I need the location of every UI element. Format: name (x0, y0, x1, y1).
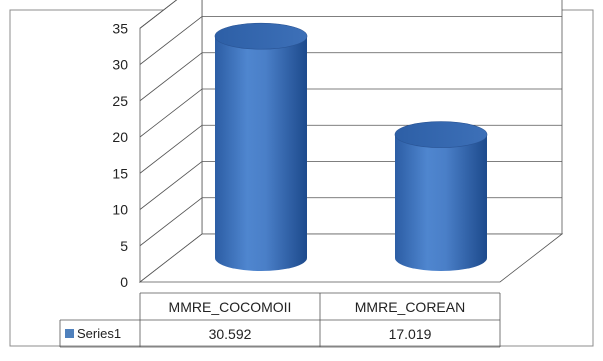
gridline (139, 88, 562, 138)
bars (214, 22, 488, 271)
bar-mmre-corean (394, 121, 488, 271)
bar-top (394, 121, 488, 148)
gridline (139, 52, 562, 102)
legend-key (65, 329, 74, 338)
y-tick-label: 10 (112, 202, 128, 218)
y-tick-label: 15 (112, 165, 128, 181)
data-label: 17.019 (389, 326, 432, 342)
floor (138, 233, 564, 283)
bar-body (395, 134, 487, 271)
chart-walls (138, 0, 564, 283)
data-label: 30.592 (209, 326, 252, 342)
gridline (139, 16, 562, 65)
gridline (139, 0, 178, 29)
side-wall (139, 0, 203, 283)
series-name: Series1 (77, 326, 121, 341)
y-tick-label: 25 (112, 93, 128, 109)
y-tick-label: 35 (112, 20, 128, 36)
y-tick-label: 5 (120, 238, 128, 254)
category-label: MMRE_COCOMOII (169, 299, 292, 315)
bar-mmre-cocomoii (214, 22, 308, 271)
y-tick-label: 0 (120, 274, 128, 290)
y-tick-label: 20 (112, 129, 128, 145)
bar-body (215, 36, 307, 271)
y-tick-label: 30 (112, 57, 128, 73)
category-label: MMRE_COREAN (355, 299, 465, 315)
bar-top (214, 22, 308, 50)
y-axis-tick-labels: 0 5 10 15 20 25 30 35 (112, 20, 128, 290)
data-table: MMRE_COCOMOII MMRE_COREAN Series1 30.592 17.… (59, 292, 501, 348)
